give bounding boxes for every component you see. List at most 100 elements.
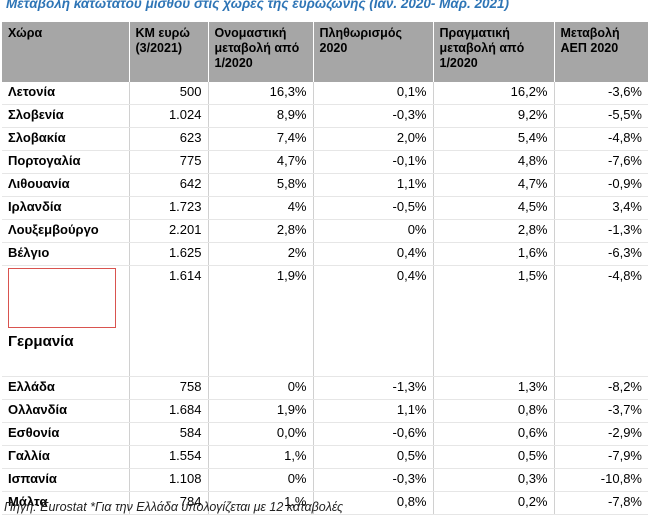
cell-country: Ολλανδία [2, 399, 130, 423]
cell-min-wage: 1.554 [129, 445, 209, 469]
cell-inflation: 1,1% [313, 399, 434, 423]
cell-real-change: 9,2% [433, 104, 555, 128]
table-row: Σλοβακία 623 7,4% 2,0% 5,4% -4,8% [2, 127, 648, 151]
cell-real-change: 1,5% [433, 265, 555, 377]
cell-inflation: 0,1% [313, 82, 434, 105]
column-header-nominal-change: Ονομαστική μεταβολή από 1/2020 [208, 22, 314, 82]
table-header-row: Χώρα ΚΜ ευρώ (3/2021) Ονομαστική μεταβολ… [2, 22, 648, 82]
cell-inflation: 1,1% [313, 173, 434, 197]
cell-min-wage: 2.201 [129, 219, 209, 243]
cell-country: Λιθουανία [2, 173, 130, 197]
cell-min-wage: 758 [129, 376, 209, 400]
table-row: Ελλάδα 758 0% -1,3% 1,3% -8,2% [2, 376, 648, 400]
table-row: Μάλτα 784 1,% 0,8% 0,2% -7,8% [2, 491, 648, 515]
cell-real-change: 16,2% [433, 82, 555, 105]
cell-gdp-change: -7,6% [554, 150, 648, 174]
cell-real-change: 0,3% [433, 468, 555, 492]
cell-real-change: 4,5% [433, 196, 555, 220]
cell-min-wage: 642 [129, 173, 209, 197]
cell-gdp-change: -7,9% [554, 445, 648, 469]
table-row: Βέλγιο 1.625 2% 0,4% 1,6% -6,3% [2, 242, 648, 266]
cell-gdp-change: -1,3% [554, 219, 648, 243]
cell-gdp-change: -4,8% [554, 265, 648, 377]
cell-real-change: 4,7% [433, 173, 555, 197]
column-header-real-change: Πραγματική μεταβολή από 1/2020 [433, 22, 555, 82]
table-row: Πορτογαλία 775 4,7% -0,1% 4,8% -7,6% [2, 150, 648, 174]
source-note: Πηγή: Eurostat *Για την Ελλάδα υπολογίζε… [4, 500, 344, 514]
cell-min-wage: 623 [129, 127, 209, 151]
table-row: Ιρλανδία 1.723 4% -0,5% 4,5% 3,4% [2, 196, 648, 220]
cell-country: Βέλγιο [2, 242, 130, 266]
cell-min-wage: 1.723 [129, 196, 209, 220]
cell-nominal-change: 1,% [208, 491, 314, 515]
cell-nominal-change: 8,9% [208, 104, 314, 128]
cell-inflation: 2,0% [313, 127, 434, 151]
cell-nominal-change: 0% [208, 376, 314, 400]
cell-nominal-change: 2% [208, 242, 314, 266]
table-row: Εσθονία 584 0,0% -0,6% 0,6% -2,9% [2, 422, 648, 446]
cell-inflation: 0% [313, 219, 434, 243]
cell-gdp-change: 3,4% [554, 196, 648, 220]
cell-real-change: 0,5% [433, 445, 555, 469]
table-row: Γερμανία 1.614 1,9% 0,4% 1,5% -4,8% [2, 265, 648, 377]
wage-table: Χώρα ΚΜ ευρώ (3/2021) Ονομαστική μεταβολ… [2, 22, 648, 515]
cell-country: Ισπανία [2, 468, 130, 492]
cell-inflation: 0,5% [313, 445, 434, 469]
table-row: Λουξεμβούργο 2.201 2,8% 0% 2,8% -1,3% [2, 219, 648, 243]
cell-nominal-change: 0,0% [208, 422, 314, 446]
cell-real-change: 1,3% [433, 376, 555, 400]
cell-nominal-change: 1,9% [208, 399, 314, 423]
cell-nominal-change: 4% [208, 196, 314, 220]
cell-min-wage: 1.625 [129, 242, 209, 266]
cell-gdp-change: -3,7% [554, 399, 648, 423]
cell-country: Σλοβενία [2, 104, 130, 128]
cell-real-change: 1,6% [433, 242, 555, 266]
cell-country: Ελλάδα [2, 376, 130, 400]
cell-nominal-change: 1,% [208, 445, 314, 469]
cell-nominal-change: 2,8% [208, 219, 314, 243]
cell-gdp-change: -5,5% [554, 104, 648, 128]
table-row: Γαλλία 1.554 1,% 0,5% 0,5% -7,9% [2, 445, 648, 469]
cell-real-change: 4,8% [433, 150, 555, 174]
cell-gdp-change: -3,6% [554, 82, 648, 105]
table-row: Λιθουανία 642 5,8% 1,1% 4,7% -0,9% [2, 173, 648, 197]
cell-inflation: 0,8% [313, 491, 434, 515]
cell-gdp-change: -10,8% [554, 468, 648, 492]
column-header-min-wage: ΚΜ ευρώ (3/2021) [129, 22, 209, 82]
cell-inflation: -1,3% [313, 376, 434, 400]
page-title: Μεταβολή κατώτατου μισθού στις χώρες της… [6, 0, 509, 11]
cell-nominal-change: 0% [208, 468, 314, 492]
cell-country: Πορτογαλία [2, 150, 130, 174]
cell-country: Γαλλία [2, 445, 130, 469]
table-row: Λετονία 500 16,3% 0,1% 16,2% -3,6% [2, 82, 648, 105]
cell-nominal-change: 1,9% [208, 265, 314, 377]
cell-min-wage: 1.108 [129, 468, 209, 492]
cell-min-wage: 1.684 [129, 399, 209, 423]
cell-inflation: 0,4% [313, 242, 434, 266]
cell-min-wage: 784 [129, 491, 209, 515]
cell-country: Γερμανία [2, 265, 130, 377]
cell-inflation: 0,4% [313, 265, 434, 377]
cell-gdp-change: -6,3% [554, 242, 648, 266]
column-header-country: Χώρα [2, 22, 130, 82]
cell-nominal-change: 16,3% [208, 82, 314, 105]
cell-min-wage: 500 [129, 82, 209, 105]
table-row: Ισπανία 1.108 0% -0,3% 0,3% -10,8% [2, 468, 648, 492]
column-header-gdp-change: Μεταβολή ΑΕΠ 2020 [554, 22, 648, 82]
cell-real-change: 2,8% [433, 219, 555, 243]
country-name: Γερμανία [8, 333, 74, 350]
cell-real-change: 0,8% [433, 399, 555, 423]
cell-min-wage: 584 [129, 422, 209, 446]
cell-inflation: -0,1% [313, 150, 434, 174]
cell-country: Λουξεμβούργο [2, 219, 130, 243]
cell-gdp-change: -4,8% [554, 127, 648, 151]
cell-gdp-change: -2,9% [554, 422, 648, 446]
cell-country: Μάλτα [2, 491, 130, 515]
cell-min-wage: 1.024 [129, 104, 209, 128]
cell-min-wage: 775 [129, 150, 209, 174]
table-row: Σλοβενία 1.024 8,9% -0,3% 9,2% -5,5% [2, 104, 648, 128]
cell-country: Ιρλανδία [2, 196, 130, 220]
cell-inflation: -0,3% [313, 468, 434, 492]
cell-gdp-change: -0,9% [554, 173, 648, 197]
cell-nominal-change: 7,4% [208, 127, 314, 151]
